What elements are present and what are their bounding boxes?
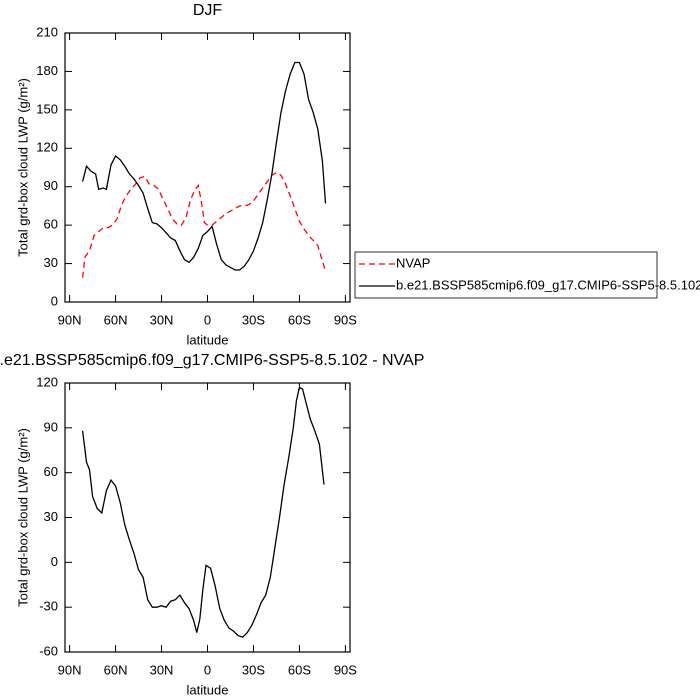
y-axis-label: Total grd-box cloud LWP (g/m²)	[15, 78, 30, 257]
legend-label: NVAP	[396, 255, 430, 270]
y-tick-label: 210	[36, 24, 58, 39]
x-tick-label: 60S	[288, 312, 311, 327]
chart-title: DJF	[193, 2, 223, 19]
y-tick-label: 120	[36, 140, 58, 155]
legend-label: b.e21.BSSP585cmip6.f09_g17.CMIP6-SSP5-8.…	[396, 277, 700, 292]
x-tick-label: 60S	[288, 662, 311, 677]
y-tick-label: 0	[51, 293, 58, 308]
x-axis-label: latitude	[187, 332, 229, 347]
x-axis-label: latitude	[187, 682, 229, 697]
data-line	[81, 171, 327, 278]
x-tick-label: 0	[204, 312, 211, 327]
y-tick-label: 90	[44, 178, 58, 193]
x-tick-label: 30S	[242, 312, 265, 327]
plot-frame	[64, 32, 351, 303]
y-tick-label: 90	[44, 419, 58, 434]
x-tick-label: 60N	[104, 312, 128, 327]
x-tick-label: 30N	[150, 662, 174, 677]
data-line	[81, 61, 327, 271]
x-tick-label: 0	[204, 662, 211, 677]
y-axis-label: Total grd-box cloud LWP (g/m²)	[15, 428, 30, 607]
y-tick-label: 60	[44, 217, 58, 232]
x-tick-label: 60N	[104, 662, 128, 677]
chart-title: b.e21.BSSP585cmip6.f09_g17.CMIP6-SSP5-8.…	[0, 352, 424, 369]
y-tick-label: 150	[36, 101, 58, 116]
x-tick-label: 30N	[150, 312, 174, 327]
x-tick-label: 90S	[334, 312, 357, 327]
y-tick-label: 120	[36, 374, 58, 389]
y-tick-label: 60	[44, 464, 58, 479]
y-tick-label: 0	[51, 554, 58, 569]
x-tick-label: 90S	[334, 662, 357, 677]
y-tick-label: -30	[39, 599, 58, 614]
x-tick-label: 30S	[242, 662, 265, 677]
legend-box	[354, 251, 658, 299]
y-tick-label: -60	[39, 643, 58, 658]
x-tick-label: 90N	[58, 312, 82, 327]
y-tick-label: 180	[36, 63, 58, 78]
plot-frame	[64, 382, 351, 653]
y-tick-label: 30	[44, 509, 58, 524]
x-tick-label: 90N	[58, 662, 82, 677]
data-line	[81, 386, 325, 638]
y-tick-label: 30	[44, 255, 58, 270]
